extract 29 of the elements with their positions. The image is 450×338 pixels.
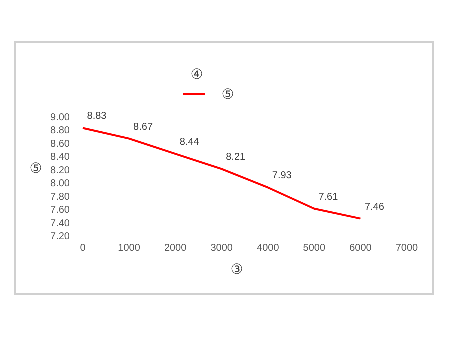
x-tick-label: 7000: [396, 243, 419, 254]
x-tick-label: 0: [80, 243, 86, 254]
y-tick-label: 7.40: [50, 218, 70, 230]
y-tick-label: 8.60: [50, 138, 70, 150]
x-tick-label: 5000: [303, 243, 326, 254]
data-label: 8.83: [87, 111, 108, 122]
x-tick-label: 2000: [164, 243, 188, 254]
y-tick-label: 8.80: [50, 126, 70, 137]
x-tick-label: 3000: [210, 243, 234, 254]
legend-label: ⑤: [222, 86, 234, 102]
x-axis-title: ③: [230, 261, 244, 277]
x-tick-label: 4000: [257, 243, 280, 254]
data-label: 7.46: [364, 202, 385, 213]
data-label: 8.67: [134, 122, 154, 133]
y-tick-label: 9.00: [50, 112, 70, 124]
y-tick-label: 7.60: [50, 205, 70, 216]
data-label: 7.61: [318, 192, 339, 203]
data-label: 8.44: [180, 137, 200, 148]
y-axis-title: ⑤: [30, 160, 42, 176]
y-tick-label: 8.20: [50, 165, 70, 176]
data-label: 7.93: [272, 170, 292, 182]
chart-title: ④: [190, 66, 204, 82]
y-tick-label: 8.40: [50, 152, 70, 164]
y-tick-label: 8.00: [50, 178, 70, 190]
x-tick-label: 6000: [350, 243, 372, 254]
y-tick-label: 7.20: [50, 232, 70, 242]
y-tick-label: 7.80: [50, 192, 70, 203]
x-tick-label: 1000: [118, 243, 141, 254]
data-label: 8.21: [226, 152, 246, 164]
